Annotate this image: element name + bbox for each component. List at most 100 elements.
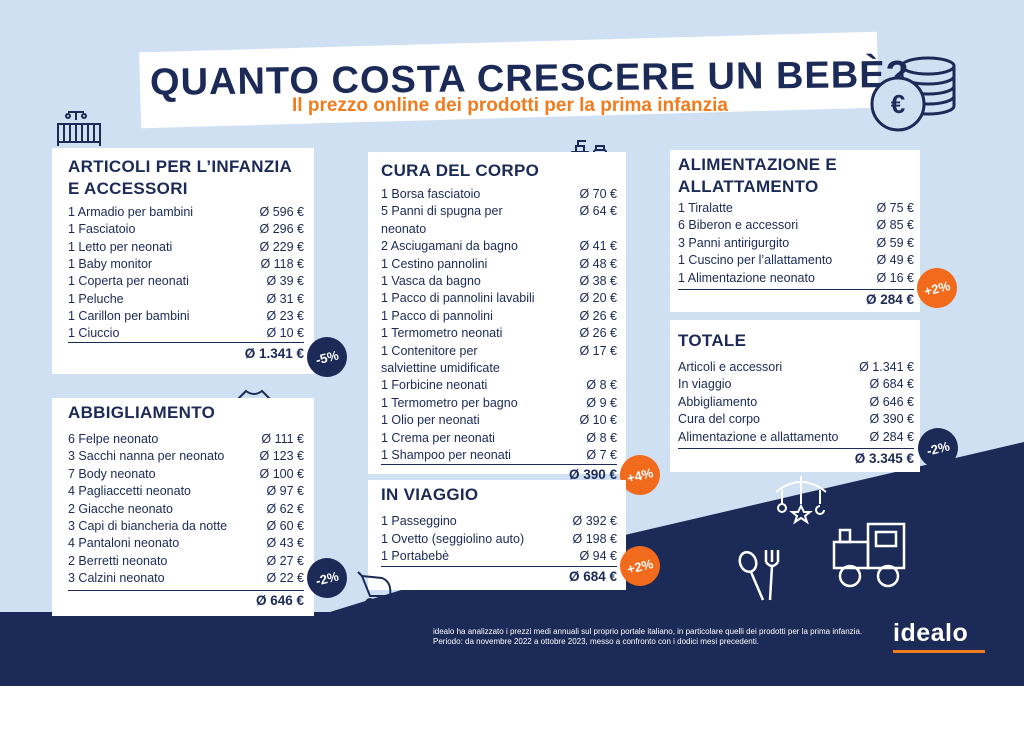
item-price: Ø 43 €: [266, 536, 304, 551]
item-price: Ø 229 €: [259, 239, 304, 254]
list-item: 3 Sacchi nanna per neonato Ø 123 €: [68, 448, 304, 465]
item-price: Ø 39 €: [266, 274, 304, 289]
list-item: 1 Vasca da bagno Ø 38 €: [381, 273, 617, 290]
section-title-line: ALLATTAMENTO: [678, 177, 819, 196]
item-label: 1 Portabebè: [381, 549, 450, 563]
card-alimentazione: [670, 150, 920, 312]
section-title-line: ALIMENTAZIONE E: [678, 155, 838, 174]
item-price: Ø 118 €: [260, 256, 304, 271]
list-item: 1 Cestino pannolini Ø 48 €: [381, 256, 617, 273]
item-price: Ø 22 €: [266, 571, 304, 586]
list-item: 1 Carillon per bambini Ø 23 €: [68, 308, 304, 325]
list-item: 1 Forbicine neonati Ø 8 €: [381, 377, 617, 394]
item-price: Ø 97 €: [266, 484, 304, 499]
total-divider: [678, 448, 914, 449]
item-label: Articoli e accessori: [678, 360, 783, 374]
total-divider: [381, 464, 617, 465]
list-item: 1 Fasciatoio Ø 296 €: [68, 221, 304, 238]
list-item: Cura del corpo Ø 390 €: [678, 411, 914, 428]
total-cura: Ø 390 €: [568, 467, 617, 482]
item-label: 4 Pagliaccetti neonato: [68, 484, 192, 499]
total-totale: Ø 3.345 €: [854, 451, 914, 466]
list-item: 2 Giacche neonato Ø 62 €: [68, 501, 304, 518]
total-alimentazione: Ø 284 €: [865, 292, 914, 307]
total-divider: [68, 342, 304, 343]
item-label: 1 Olio per neonati: [381, 413, 480, 428]
total-divider: [381, 566, 617, 567]
item-label: 1 Contenitore per: [381, 343, 478, 358]
item-price: Ø 646 €: [869, 394, 914, 409]
item-label: 1 Alimentazione neonato: [678, 270, 815, 285]
item-label: 2 Giacche neonato: [68, 501, 173, 516]
item-label: 1 Fasciatoio: [68, 222, 136, 237]
item-price: Ø 26 €: [579, 308, 617, 323]
item-label: 1 Pacco di pannolini lavabili: [381, 291, 535, 306]
footnote-line: idealo ha analizzato i prezzi medi annua…: [433, 627, 863, 636]
list-item: 7 Body neonato Ø 100 €: [68, 466, 304, 483]
list-item: 1 Letto per neonati Ø 229 €: [68, 239, 304, 256]
item-label: 1 Letto per neonati: [68, 239, 173, 254]
item-label: 5 Panni di spugna per: [381, 204, 503, 219]
list-item: 1 Contenitore per salviettine umidificate…: [381, 343, 617, 378]
card-totale: [670, 320, 920, 472]
logo-text: idealo: [893, 619, 969, 647]
item-label: 1 Cuscino per l’allattamento: [678, 253, 833, 268]
item-price: Ø 17 €: [579, 343, 617, 358]
item-label: 1 Borsa fasciatoio: [381, 187, 481, 201]
item-label: 1 Vasca da bagno: [381, 274, 481, 288]
list-item: 1 Termometro neonati Ø 26 €: [381, 325, 617, 342]
item-price: Ø 23 €: [266, 308, 304, 323]
item-price: Ø 64 €: [579, 204, 617, 219]
coins-euro-icon: €: [870, 56, 956, 132]
item-label: 1 Tiralatte: [678, 201, 733, 215]
item-label: Alimentazione e allattamento: [678, 429, 839, 444]
card-viaggio: [368, 480, 626, 590]
toy-train-icon: [832, 522, 906, 588]
item-price: Ø 684 €: [869, 377, 914, 392]
item-label: In viaggio: [678, 377, 732, 392]
item-price: Ø 70 €: [579, 187, 617, 201]
item-price: Ø 100 €: [259, 466, 304, 481]
item-price: Ø 38 €: [579, 274, 617, 288]
item-label: 3 Sacchi nanna per neonato: [68, 449, 225, 464]
list-item: 1 Peluche Ø 31 €: [68, 291, 304, 308]
item-price: Ø 296 €: [259, 222, 304, 237]
list-item: 5 Panni di spugna per neonato Ø 64 €: [381, 203, 617, 238]
stroller-icon: [357, 571, 392, 608]
list-item: 1 Ciuccio Ø 10 €: [68, 325, 304, 342]
list-item: 2 Asciugamani da bagno Ø 41 €: [381, 238, 617, 255]
item-label: 3 Panni antirigurgito: [678, 235, 790, 250]
infographic-canvas: QUANTO COSTA CRESCERE UN BEBÈ? Il prezzo…: [0, 0, 1024, 686]
item-label: 6 Biberon e accessori: [678, 218, 799, 233]
card-cura: [368, 152, 626, 474]
item-price: Ø 48 €: [579, 256, 617, 271]
baby-mobile-icon: [775, 476, 827, 525]
list-item: 1 Pacco di pannolini Ø 26 €: [381, 308, 617, 325]
item-label: 1 Termometro neonati: [381, 326, 503, 341]
list-item: 3 Panni antirigurgito Ø 59 €: [678, 235, 914, 252]
item-price: Ø 284 €: [869, 429, 914, 444]
item-label: 6 Felpe neonato: [68, 432, 159, 446]
item-label-continued: neonato: [381, 221, 427, 236]
item-price: Ø 60 €: [266, 519, 304, 533]
section-title-line: E ACCESSORI: [68, 179, 188, 198]
item-price: Ø 8 €: [586, 378, 617, 393]
list-item: 1 Cuscino per l’allattamento Ø 49 €: [678, 252, 914, 269]
item-label: Cura del corpo: [678, 412, 760, 427]
list-item: Alimentazione e allattamento Ø 284 €: [678, 429, 914, 446]
item-price: Ø 26 €: [579, 326, 617, 341]
item-label: 1 Ciuccio: [68, 326, 120, 341]
section-title-cura: CURA DEL CORPO: [381, 161, 540, 180]
list-item: 1 Alimentazione neonato Ø 16 €: [678, 270, 914, 287]
item-label-continued: salviettine umidificate: [381, 360, 500, 375]
item-price: Ø 85 €: [876, 218, 914, 233]
section-title-alimentazione: ALIMENTAZIONE E ALLATTAMENTO: [678, 154, 837, 198]
list-item: Articoli e accessori Ø 1.341 €: [678, 359, 914, 376]
idealo-logo: idealo: [893, 619, 985, 653]
item-label: 2 Asciugamani da bagno: [381, 239, 518, 254]
item-label: 1 Carillon per bambini: [68, 308, 190, 323]
list-item: 3 Capi di biancheria da notte Ø 60 €: [68, 518, 304, 535]
item-label: 1 Baby monitor: [68, 256, 153, 271]
item-label: 1 Peluche: [68, 291, 124, 306]
list-item: 4 Pantaloni neonato Ø 43 €: [68, 535, 304, 552]
